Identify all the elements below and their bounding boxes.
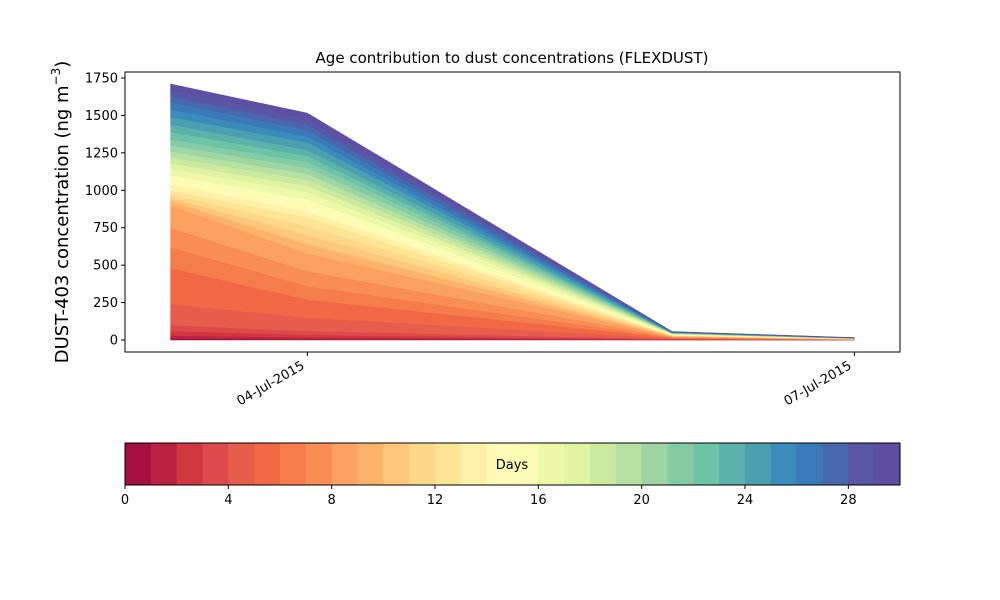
- x-axis: 04-Jul-2015 07-Jul-2015: [235, 352, 855, 409]
- colorbar-segment: [331, 443, 358, 485]
- colorbar-label: Days: [496, 458, 529, 473]
- colorbar-segment: [254, 443, 281, 485]
- colorbar-frame: [124, 442, 901, 486]
- colorbar-segment: [641, 443, 668, 485]
- colorbar-segment: [512, 443, 539, 485]
- colorbar-segment: [564, 443, 591, 485]
- colorbar-tick-label: 20: [633, 493, 650, 508]
- colorbar-segment: [796, 443, 823, 485]
- plot-frame: [124, 71, 901, 353]
- colorbar-segment: [176, 443, 203, 485]
- colorbar-segment: [745, 443, 772, 485]
- colorbar-segment: [486, 443, 513, 485]
- colorbar-segment: [383, 443, 410, 485]
- colorbar-tick-label: 16: [530, 493, 547, 508]
- colorbar-segment: [357, 443, 384, 485]
- colorbar: 0 4 8 12 16 20 24 28: [121, 442, 901, 508]
- colorbar-tick-label: 8: [328, 493, 336, 508]
- x-tick-label: 04-Jul-2015: [235, 358, 308, 409]
- colorbar-segment: [590, 443, 617, 485]
- y-axis-label: DUST-403 concentration (ng m−3): [49, 61, 73, 364]
- stacked-area-layers: [170, 83, 855, 341]
- colorbar-segment: [435, 443, 462, 485]
- y-tick-label: 250: [93, 296, 118, 311]
- colorbar-segment: [280, 443, 307, 485]
- colorbar-segment: [719, 443, 746, 485]
- y-tick-label: 500: [93, 259, 118, 274]
- colorbar-segment: [305, 443, 333, 485]
- y-tick-label: 1500: [85, 109, 118, 124]
- chart-title: Age contribution to dust concentrations …: [316, 49, 709, 67]
- y-tick-label: 0: [110, 334, 118, 349]
- colorbar-segment: [693, 443, 720, 485]
- colorbar-tick-label: 28: [840, 493, 857, 508]
- y-tick-label: 1000: [85, 184, 118, 199]
- colorbar-tick-label: 24: [737, 493, 754, 508]
- colorbar-segment: [202, 443, 229, 485]
- colorbar-tick-label: 4: [224, 493, 232, 508]
- colorbar-segment: [848, 443, 875, 485]
- y-tick-label: 1250: [85, 146, 118, 161]
- colorbar-segment: [770, 443, 798, 485]
- colorbar-tick-label: 0: [121, 493, 129, 508]
- colorbar-segment: [150, 443, 178, 485]
- y-tick-label: 1750: [85, 71, 118, 86]
- colorbar-segment: [615, 443, 643, 485]
- colorbar-segment: [460, 443, 488, 485]
- colorbar-segment: [125, 443, 152, 485]
- x-tick-label: 07-Jul-2015: [782, 358, 855, 409]
- colorbar-segment: [667, 443, 694, 485]
- colorbar-segment: [228, 443, 255, 485]
- y-tick-label: 750: [93, 221, 118, 236]
- colorbar-tick-label: 12: [427, 493, 444, 508]
- area-layer-day-29: [170, 83, 855, 339]
- colorbar-segment: [409, 443, 436, 485]
- colorbar-segment: [822, 443, 849, 485]
- y-axis: 0 250 500 750 1000 1250 1500 1750: [85, 71, 125, 349]
- colorbar-segment: [538, 443, 565, 485]
- colorbar-segment: [874, 443, 901, 485]
